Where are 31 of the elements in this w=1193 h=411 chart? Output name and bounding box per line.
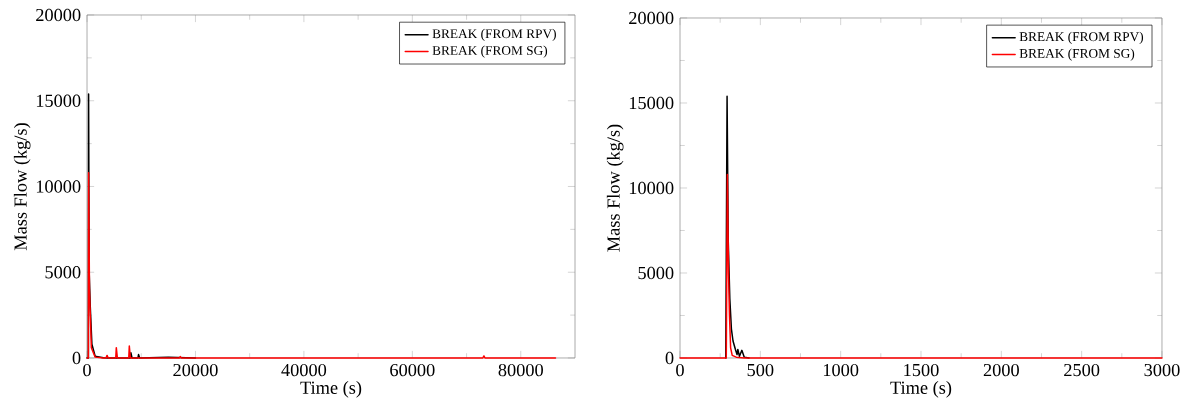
legend-label: BREAK (FROM SG) [432,45,548,58]
legend-label: BREAK (FROM SG) [1019,48,1135,61]
legend-label: BREAK (FROM RPV) [432,28,556,41]
x-tick-label: 2000 [983,363,1019,377]
y-tick-label: 15000 [36,94,81,107]
y-tick-label: 10000 [629,181,674,195]
x-tick-label: 3000 [1144,363,1180,377]
y-tick-label: 15000 [629,96,674,110]
y-axis-title: Mass Flow (kg/s) [13,123,31,251]
x-tick-label: 60000 [390,363,435,377]
x-axis-title: Time (s) [890,381,952,398]
x-tick-label: 1000 [823,363,859,377]
x-tick-label: 20000 [173,363,218,377]
x-tick-label: 40000 [281,363,327,377]
y-axis-title: Mass Flow (kg/s) [606,124,624,252]
y-tick-label: 20000 [36,8,81,22]
x-axis-title: Time (s) [300,381,362,398]
x-tick-label: 1500 [904,363,939,377]
y-tick-label: 0 [665,351,674,365]
line-series [679,173,1163,359]
x-tick-label: 500 [747,363,774,377]
y-tick-label: 5000 [45,266,81,279]
x-tick-label: 0 [676,363,684,377]
legend-label: BREAK (FROM RPV) [1019,31,1144,44]
x-tick-label: 80000 [498,363,543,377]
x-tick-label: 0 [83,363,91,377]
y-tick-label: 10000 [36,180,81,193]
x-tick-label: 2500 [1064,363,1100,377]
y-tick-label: 0 [72,351,81,365]
y-tick-label: 20000 [629,11,674,25]
y-tick-label: 5000 [638,266,674,280]
